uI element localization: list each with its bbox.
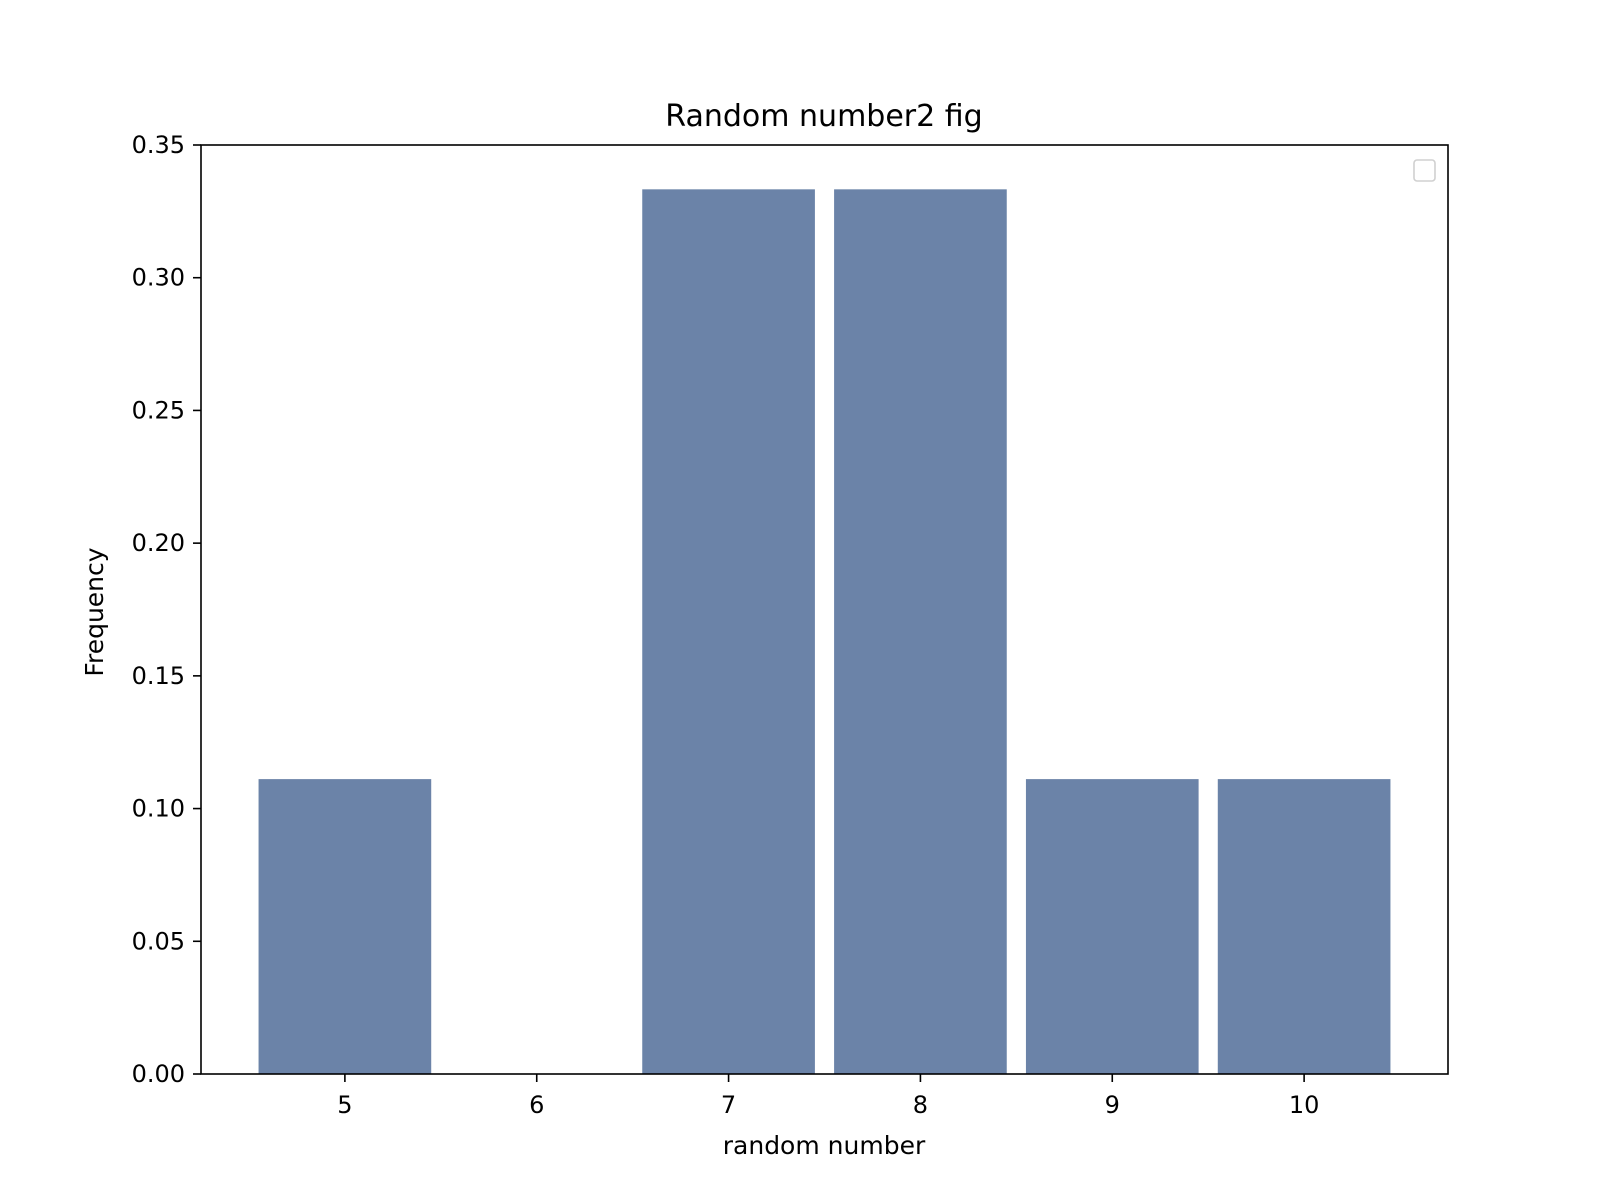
x-axis-label: random number (723, 1131, 926, 1160)
x-ticks: 5 6 7 8 9 10 (337, 1074, 1319, 1119)
y-tick-label: 0.20 (132, 529, 185, 557)
bar-9 (1025, 779, 1199, 1074)
bar-10 (1217, 779, 1391, 1074)
y-tick-label: 0.05 (132, 927, 185, 955)
bar-8 (834, 189, 1007, 1075)
bars-group (258, 189, 1391, 1075)
y-tick-label: 0.00 (132, 1060, 185, 1088)
x-tick-label: 10 (1289, 1091, 1320, 1119)
x-tick-label: 6 (529, 1091, 544, 1119)
x-tick-label: 7 (721, 1091, 736, 1119)
x-tick-label: 5 (337, 1091, 352, 1119)
y-axis-label: Frequency (80, 547, 109, 676)
x-tick-label: 8 (913, 1091, 928, 1119)
y-tick-label: 0.35 (132, 131, 185, 159)
legend-box (1413, 159, 1436, 182)
bar-7 (642, 189, 815, 1075)
y-tick-label: 0.10 (132, 795, 185, 823)
chart-title: Random number2 fig (665, 99, 982, 134)
x-tick-label: 9 (1105, 1091, 1120, 1119)
y-tick-label: 0.15 (132, 662, 185, 690)
plot-frame (200, 144, 1449, 1075)
y-tick-label: 0.25 (132, 396, 185, 424)
bar-5 (258, 779, 432, 1074)
y-tick-label: 0.30 (132, 264, 185, 292)
y-ticks: 0.00 0.05 0.10 0.15 0.20 0.25 0.30 0.35 (132, 131, 201, 1088)
